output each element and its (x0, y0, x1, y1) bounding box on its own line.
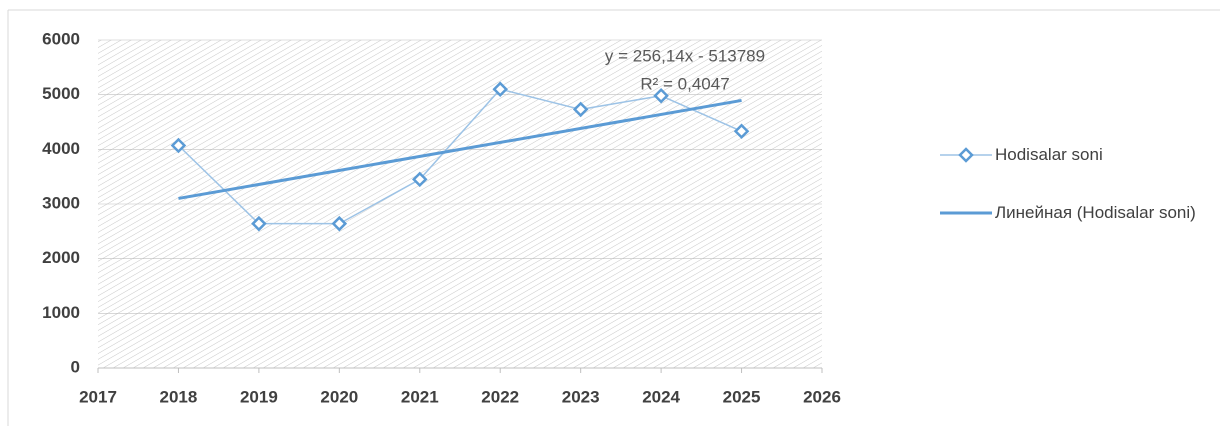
y-tick-label: 0 (71, 357, 80, 376)
y-tick-label: 3000 (42, 193, 80, 212)
x-tick-label: 2022 (481, 387, 519, 406)
marker (733, 123, 750, 140)
marker (251, 215, 267, 232)
trend-equation: y = 256,14x - 513789 (605, 46, 765, 65)
legend-swatch (958, 147, 974, 163)
y-tick-label: 2000 (42, 248, 80, 267)
marker (412, 171, 428, 188)
y-tick-label: 1000 (42, 303, 80, 322)
y-tick-label: 5000 (42, 84, 80, 103)
x-tick-label: 2026 (803, 387, 841, 406)
legend-label: Hodisalar soni (995, 145, 1103, 164)
y-tick-label: 6000 (42, 29, 80, 48)
y-tick-label: 4000 (42, 139, 80, 158)
x-tick-label: 2021 (401, 387, 439, 406)
x-tick-label: 2019 (240, 387, 278, 406)
x-tick-label: 2025 (723, 387, 761, 406)
x-tick-label: 2023 (562, 387, 600, 406)
legend-label: Линейная (Hodisalar soni) (995, 203, 1196, 222)
x-tick-label: 2020 (320, 387, 358, 406)
marker (653, 87, 669, 104)
marker (492, 81, 508, 97)
x-tick-label: 2018 (160, 387, 198, 406)
x-tick-label: 2017 (79, 387, 117, 406)
trend-r2: R² = 0,4047 (640, 74, 729, 93)
series-line (177, 88, 742, 225)
marker (331, 215, 348, 232)
trend-line (178, 98, 742, 200)
marker (170, 137, 187, 154)
marker (572, 101, 589, 118)
x-tick-label: 2024 (642, 387, 680, 406)
